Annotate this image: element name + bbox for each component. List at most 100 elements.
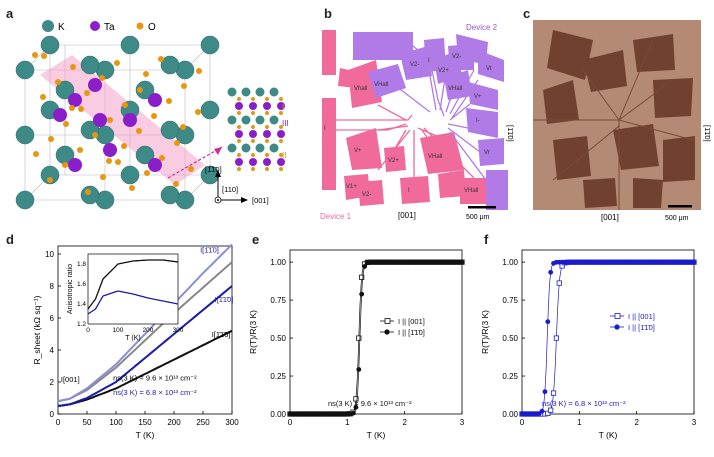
- o-atom: [47, 177, 53, 183]
- o-atom: [158, 56, 164, 62]
- o-atom: [144, 170, 150, 176]
- inset-y-tick-label: 1.4: [77, 301, 86, 308]
- k-atom: [135, 80, 155, 100]
- legend-marker: [614, 313, 621, 319]
- y-tick-label: 0.50: [502, 334, 518, 343]
- o-atom: [279, 125, 283, 129]
- k-atom: [15, 125, 35, 145]
- panel-label-e: e: [252, 232, 260, 247]
- svg-text:V+: V+: [474, 94, 482, 100]
- inset-y-tick-label: 1.6: [77, 281, 86, 288]
- inset-x-tick-label: 200: [143, 327, 154, 334]
- o-atom: [237, 167, 241, 171]
- o-atom: [121, 143, 127, 149]
- inset-x-tick-label: 300: [173, 327, 184, 334]
- data-point-square: [548, 407, 554, 413]
- k-atom: [269, 143, 279, 153]
- o-atom: [85, 189, 91, 195]
- svg-text:Vt: Vt: [486, 66, 492, 72]
- ta-atom: [53, 108, 67, 122]
- y-tick-label: 1.00: [270, 258, 286, 267]
- y-tick-label: 0.00: [270, 410, 286, 419]
- legend-label: I || [1̄1̄0]: [398, 328, 425, 337]
- data-point-square: [545, 410, 551, 416]
- y-tick-label: 0: [50, 410, 55, 419]
- photo-scale-bar: [668, 205, 692, 208]
- inset-series-line: [87, 290, 179, 315]
- k-atom: [241, 87, 251, 97]
- legend-o: O: [148, 22, 156, 33]
- ta-atom: [148, 93, 162, 107]
- o-atom: [196, 68, 202, 74]
- k-atom: [40, 165, 60, 185]
- k-atom: [200, 35, 220, 55]
- o-atom: [114, 60, 120, 66]
- legend-marker: [384, 329, 390, 335]
- data-point-square: [359, 274, 365, 280]
- inset-y-label: Anisotropic ratio: [67, 264, 74, 314]
- o-atom: [115, 159, 121, 165]
- x-tick-label: 1: [577, 418, 582, 427]
- o-atom: [180, 124, 186, 130]
- o-atom: [251, 167, 255, 171]
- ta-atom: [263, 158, 271, 166]
- chart-e: 0 1 2 3 0.00 0.25 0.50 0.75 1.00 T (K) R(T)/R(3 K)…: [250, 249, 465, 440]
- o-atom: [62, 162, 68, 168]
- y-tick-label: 0.25: [270, 372, 286, 381]
- legend-ta: Ta: [104, 22, 115, 33]
- device-2-pads: [353, 32, 508, 210]
- o-atom: [237, 139, 241, 143]
- data-point-square: [356, 335, 362, 341]
- svg-text:VHall: VHall: [448, 86, 462, 92]
- ta-atom: [263, 102, 271, 110]
- o-atom: [55, 79, 61, 85]
- svg-text:I: I: [428, 58, 430, 64]
- o-atom: [78, 106, 84, 112]
- photo-axis-bottom-label: [001]: [601, 213, 619, 222]
- legend-marker: [384, 318, 391, 324]
- series-line: [522, 261, 694, 415]
- data-point-circle: [548, 269, 554, 275]
- o-atom: [265, 125, 269, 129]
- x-axis-label: T (K): [599, 430, 618, 440]
- layer-label-3: III: [282, 119, 289, 128]
- k-atom: [255, 115, 265, 125]
- data-point-circle: [362, 264, 367, 269]
- k-atom: [227, 87, 237, 97]
- o-atom: [84, 90, 90, 96]
- k-atom: [269, 87, 279, 97]
- y-tick-label: 8: [50, 282, 55, 291]
- k-atom: [269, 115, 279, 125]
- svg-text:Vr: Vr: [484, 150, 490, 156]
- atoms-group: [15, 35, 220, 210]
- o-atom: [265, 97, 269, 101]
- y-tick-label: 4: [50, 346, 55, 355]
- series-line: [57, 261, 233, 403]
- o-atom: [279, 167, 283, 171]
- device-layout-panel: Device 1 Device 2 [001] [1̄1̄0] 500 μm I…: [318, 20, 518, 225]
- series-label-1: I[1̄1̄0]: [200, 245, 219, 254]
- y-tick-label: 0.75: [270, 296, 286, 305]
- o-atom: [107, 117, 113, 123]
- ta-atom: [68, 158, 82, 172]
- legend-label: I || [001]: [628, 312, 655, 321]
- y-tick-label: 1.00: [502, 258, 518, 267]
- axis-right-label: [001]: [252, 196, 269, 205]
- svg-text:V1+: V1+: [346, 184, 357, 190]
- ta-atom: [249, 130, 257, 138]
- svg-text:VHall: VHall: [464, 188, 478, 194]
- o-atom: [237, 111, 241, 115]
- lattice-plane: [40, 55, 205, 185]
- y-tick-label: 0.50: [270, 334, 286, 343]
- ta-atom: [103, 143, 117, 157]
- legend-k: K: [58, 22, 65, 33]
- o-atom: [63, 121, 69, 127]
- inset-y-tick-label: 1.2: [77, 321, 86, 328]
- y-tick-label: 6: [50, 314, 55, 323]
- k-atom: [135, 145, 155, 165]
- legend-label: I || [1̄1̄0]: [628, 323, 655, 332]
- legend-label: I || [001]: [398, 317, 425, 326]
- plot-frame: [521, 249, 695, 415]
- o-atom: [181, 83, 187, 89]
- data-point-circle: [542, 389, 548, 395]
